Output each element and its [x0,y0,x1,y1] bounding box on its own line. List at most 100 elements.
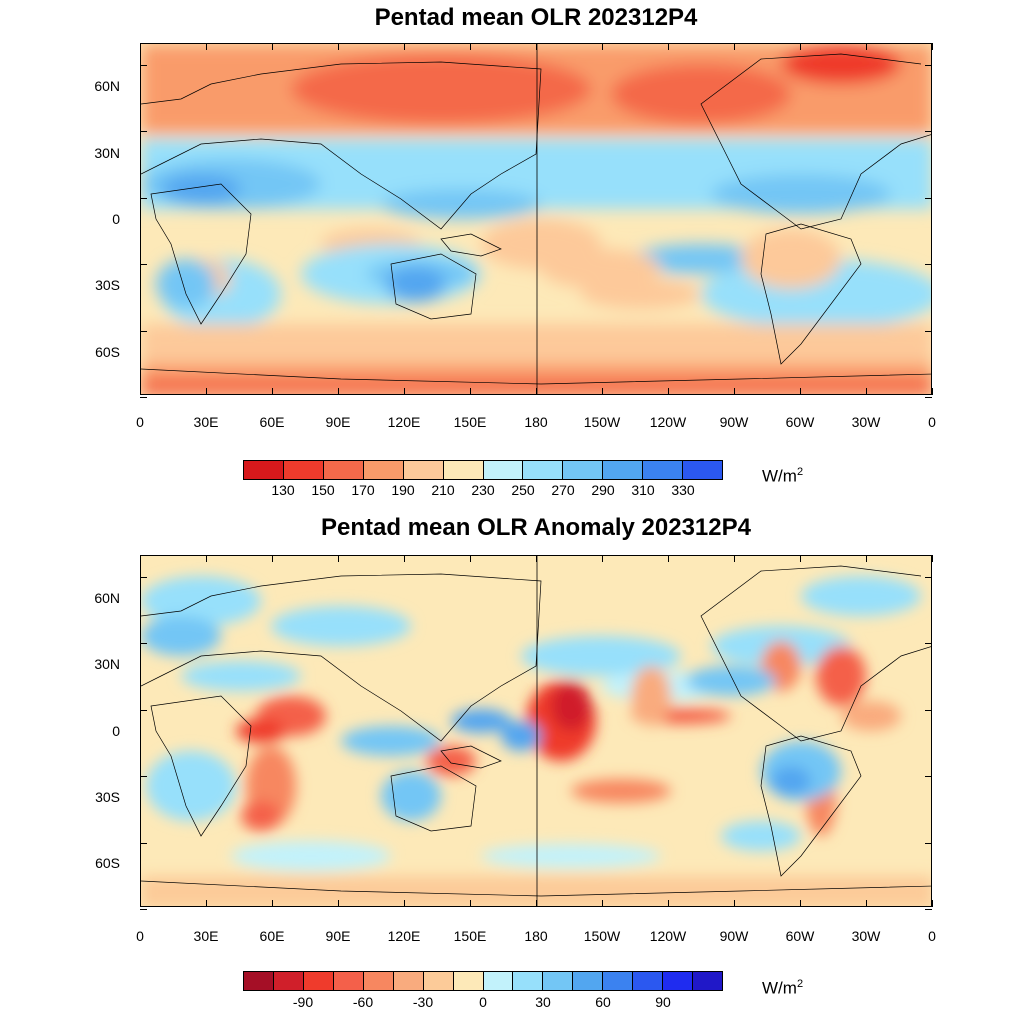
x-tick-label: 180 [524,928,548,944]
x-tick-label: 150E [453,928,487,944]
x-tick-label: 180 [524,414,548,430]
olr-anomaly-map [140,555,932,907]
axis-tick [925,197,932,199]
axis-tick [800,900,801,907]
anomaly-colorbar [243,971,723,991]
olr-colorbar [243,460,723,480]
axis-tick [272,43,273,50]
axis-tick [140,643,147,645]
axis-tick [272,900,273,907]
axis-tick [404,900,405,907]
x-tick-label: 120W [649,928,687,944]
x-tick-label: 90W [719,928,749,944]
x-tick-label: 30E [193,928,219,944]
colorbar-swatch [273,972,304,990]
axis-tick [866,388,867,395]
y-tick-label-60s: 60S [95,855,120,871]
colorbar-swatch [323,461,364,479]
axis-tick [925,643,932,645]
axis-tick [140,388,141,395]
axis-tick [338,555,339,562]
axis-tick [206,555,207,562]
colorbar-swatch [573,972,604,990]
axis-tick [536,388,537,395]
olr-mean-map [140,43,932,395]
axis-tick [932,43,933,50]
x-tick-label: 0 [136,928,144,944]
colorbar-swatch [603,972,634,990]
colorbar-swatch [423,972,454,990]
colorbar-label: 310 [631,482,655,498]
colorbar-label: 0 [479,994,487,1010]
axis-tick [925,842,932,844]
colorbar-label: 30 [535,994,551,1010]
axis-tick [140,197,147,199]
axis-tick [734,900,735,907]
axis-tick [536,555,537,562]
units-label: W/m2 [762,466,804,486]
axis-tick [925,709,932,711]
x-tick-label: 150W [583,928,621,944]
y-tick-label-eq: 0 [112,723,120,739]
axis-tick [140,709,147,711]
axis-tick [925,264,932,266]
axis-tick [602,43,603,50]
axis-tick [602,900,603,907]
colorbar-label: 170 [351,482,375,498]
colorbar-label: 90 [655,994,671,1010]
axis-tick [925,330,932,332]
axis-tick [536,900,537,907]
axis-tick [734,388,735,395]
x-tick-label: 60W [785,928,815,944]
y-tick-label-30s: 30S [95,789,120,805]
y-tick-label-eq: 0 [112,211,120,227]
axis-tick [536,43,537,50]
colorbar-swatch [513,972,544,990]
axis-tick [206,43,207,50]
colorbar-label: 330 [671,482,695,498]
x-tick-label: 30E [193,414,219,430]
axis-tick [668,43,669,50]
colorbar-swatch [403,461,444,479]
axis-tick [866,900,867,907]
colorbar-swatch [663,972,694,990]
x-tick-label: 90E [325,928,351,944]
panel-title: Pentad mean OLR Anomaly 202312P4 [321,514,751,541]
axis-tick [734,43,735,50]
axis-tick [338,900,339,907]
colorbar-swatch [483,461,524,479]
axis-tick [925,65,932,66]
colorbar-swatch [683,461,723,479]
axis-tick [140,577,147,578]
colorbar-swatch [333,972,364,990]
axis-tick [470,900,471,907]
panel-title: Pentad mean OLR 202312P4 [374,4,698,31]
axis-tick [140,397,147,398]
x-tick-label: 90W [719,414,749,430]
axis-tick [206,388,207,395]
x-tick-label: 30W [851,414,881,430]
axis-tick [140,900,141,907]
colorbar-swatch [603,461,644,479]
x-tick-label: 60E [259,414,285,430]
axis-tick [800,43,801,50]
y-tick-label-60s: 60S [95,344,120,360]
x-tick-label: 60W [785,414,815,430]
colorbar-label: 230 [471,482,495,498]
axis-tick [668,555,669,562]
axis-tick [470,388,471,395]
olr-anomaly-panel: Pentad mean OLR Anomaly 202312P4 [0,510,1024,1024]
colorbar-label: 210 [431,482,455,498]
colorbar-swatch [483,972,514,990]
colorbar-label: -30 [412,994,434,1010]
axis-tick [668,388,669,395]
colorbar-label: 270 [551,482,575,498]
axis-tick [668,900,669,907]
units-label: W/m2 [762,978,804,998]
axis-tick [925,397,932,398]
axis-tick [734,555,735,562]
colorbar-swatch [244,461,284,479]
colorbar-swatch [283,461,324,479]
x-tick-label: 150W [583,414,621,430]
colorbar-swatch [303,972,334,990]
